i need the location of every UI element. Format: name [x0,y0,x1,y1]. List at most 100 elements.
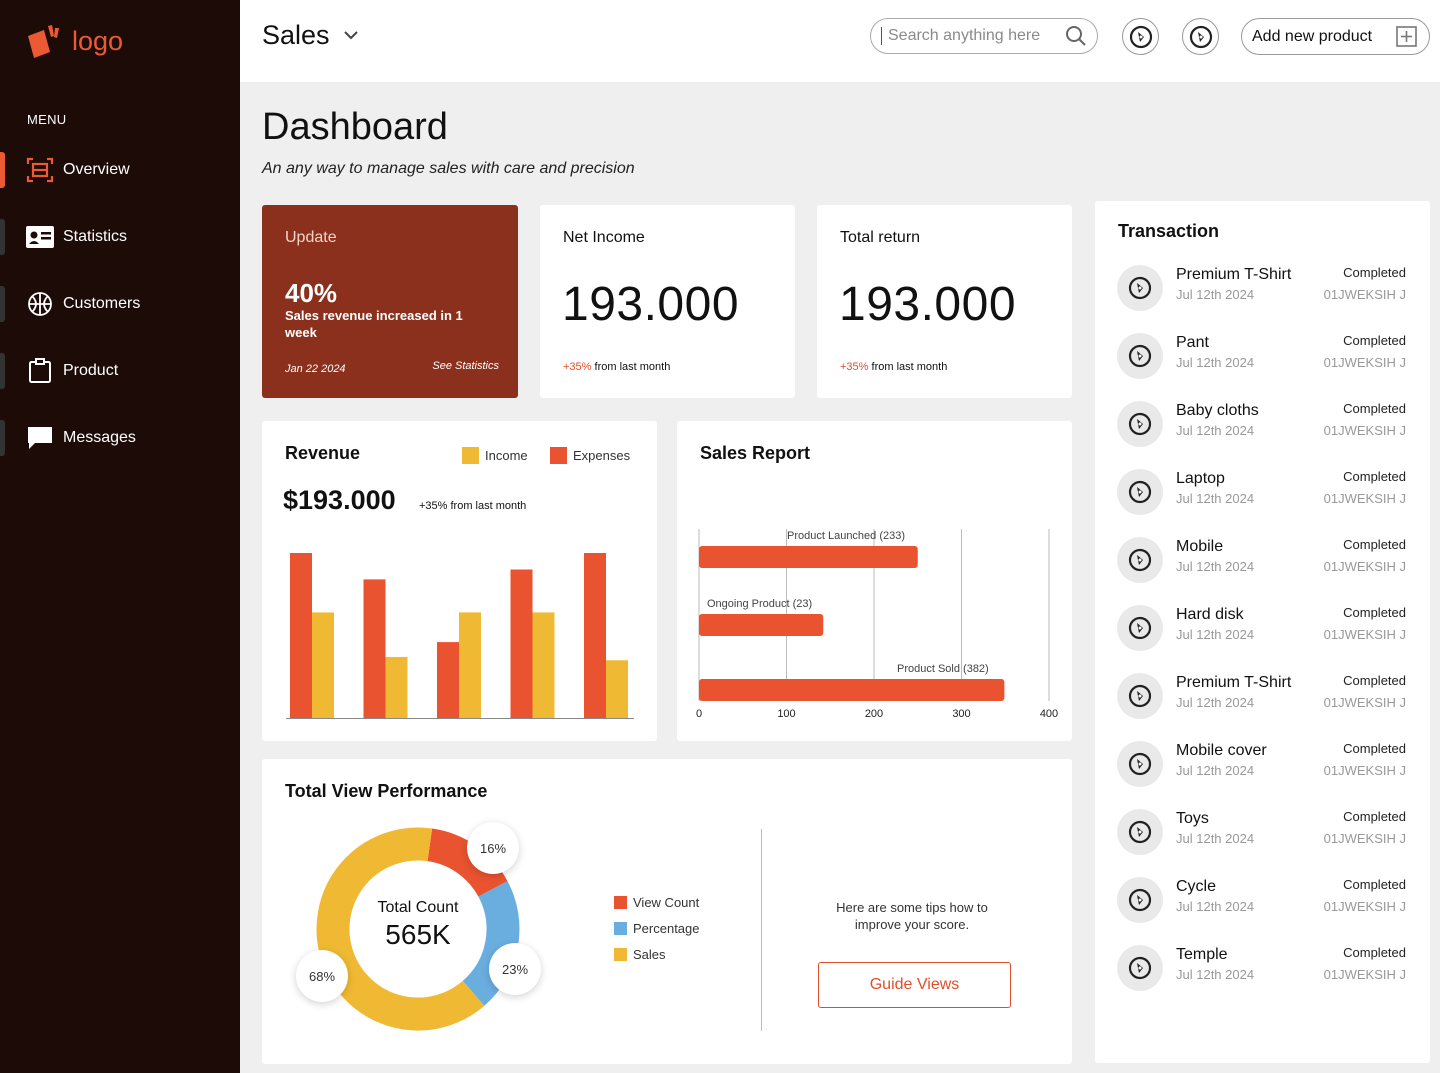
income-swatch [462,447,479,464]
total-return-change: +35% from last month [840,361,947,373]
compass-button[interactable] [1182,18,1219,55]
inactive-indicator [0,286,5,322]
transaction-code: 01JWEKSIH J [1323,967,1406,982]
transaction-date: Jul 12th 2024 [1176,355,1255,370]
sidebar: logo MENU Overview Statistics Customers … [0,0,240,1073]
chevron-down-icon [343,31,358,40]
expenses-bar [584,553,606,718]
update-description: Sales revenue increased in 1 week [285,308,463,340]
net-income-title: Net Income [563,229,645,246]
donut-slice [316,827,485,1031]
change-percent: +35% [563,361,592,373]
bar-label: Product Launched (233) [787,530,905,542]
compass-icon [1117,401,1163,447]
transaction-date: Jul 12th 2024 [1176,831,1255,846]
expenses-bar [363,579,386,718]
sidebar-item-label: Statistics [63,228,128,245]
transaction-name: Cycle [1176,878,1217,895]
chat-icon [26,424,54,452]
compass-button[interactable] [1122,18,1159,55]
total-return-title: Total return [840,229,921,246]
active-indicator [0,152,5,188]
x-tick-label: 100 [777,708,795,720]
plus-square-icon [1396,26,1417,47]
x-tick-label: 400 [1040,708,1058,720]
transaction-row[interactable]: Hard disk Jul 12th 2024 Completed 01JWEKSIH… [1117,603,1412,651]
sidebar-item-label: Messages [63,429,136,446]
guide-views-button[interactable]: Guide Views [818,962,1011,1008]
revenue-change: +35% from last month [419,500,527,512]
add-new-product-button[interactable]: Add new product [1241,18,1430,55]
transaction-date: Jul 12th 2024 [1176,627,1255,642]
search-icon[interactable] [1065,25,1087,47]
basketball-icon [26,290,54,318]
compass-icon [1117,673,1163,719]
update-card: Update 40% Sales revenue increased in 1 … [262,205,518,398]
income-bar [532,612,555,718]
transaction-panel: Transaction Premium T-Shirt Jul 12th 2024… [1095,201,1430,1063]
view-performance-card: Total View Performance Total Count 565K … [262,759,1072,1064]
transaction-row[interactable]: Pant Jul 12th 2024 Completed 01JWEKSIH J [1117,331,1412,379]
transaction-date: Jul 12th 2024 [1176,559,1255,574]
transaction-status: Completed [1343,877,1406,892]
transaction-status: Completed [1343,469,1406,484]
legend-sales: Sales [614,947,666,962]
compass-icon [1117,265,1163,311]
transaction-date: Jul 12th 2024 [1176,899,1255,914]
sidebar-item-messages[interactable]: Messages [0,418,240,458]
transaction-row[interactable]: Premium T-Shirt Jul 12th 2024 Completed 01J… [1117,263,1412,311]
sales-report-chart: 0 100 200 300 400 Product Launched (233) Ongoi… [696,529,1058,720]
x-tick-label: 200 [865,708,883,720]
transaction-status: Completed [1343,741,1406,756]
x-tick-label: 0 [696,708,702,720]
sales-bar [699,546,918,568]
inactive-indicator [0,420,5,456]
update-date: Jan 22 2024 [285,363,346,375]
transaction-row[interactable]: Temple Jul 12th 2024 Completed 01JWEKSIH J [1117,943,1412,991]
transaction-row[interactable]: Mobile cover Jul 12th 2024 Completed 01JWEK… [1117,739,1412,787]
expenses-swatch [550,447,567,464]
logo[interactable]: logo [26,24,123,58]
change-suffix: from last month [591,361,671,373]
sidebar-item-label: Customers [63,295,141,312]
transaction-name: Premium T-Shirt [1176,674,1292,691]
transaction-row[interactable]: Baby cloths Jul 12th 2024 Completed 01JWEKS… [1117,399,1412,447]
total-count-label: Total Count [377,899,459,916]
top-bar: Sales Add new product [240,0,1440,82]
transaction-name: Mobile [1176,538,1224,555]
transaction-row[interactable]: Mobile Jul 12th 2024 Completed 01JWEKSIH J [1117,535,1412,583]
transaction-name: Toys [1176,810,1209,827]
search-input[interactable] [888,27,1058,45]
transaction-code: 01JWEKSIH J [1323,491,1406,506]
add-new-product-label: Add new product [1252,27,1373,45]
transaction-status: Completed [1343,401,1406,416]
transaction-row[interactable]: Cycle Jul 12th 2024 Completed 01JWEKSIH J [1117,875,1412,923]
transaction-status: Completed [1343,605,1406,620]
transaction-code: 01JWEKSIH J [1323,287,1406,302]
see-statistics-link[interactable]: See Statistics [432,360,499,372]
compass-icon [1117,945,1163,991]
sales-bar [699,679,1005,701]
transaction-status: Completed [1343,673,1406,688]
sidebar-item-customers[interactable]: Customers [0,284,240,324]
donut-slice [462,881,520,1006]
total-return-card: Total return 193.000 +35% from last mont… [817,205,1072,398]
income-bar [312,612,334,718]
transaction-name: Hard disk [1176,606,1244,623]
transaction-row[interactable]: Laptop Jul 12th 2024 Completed 01JWEKSIH J [1117,467,1412,515]
transaction-row[interactable]: Toys Jul 12th 2024 Completed 01JWEKSIH J [1117,807,1412,855]
transaction-code: 01JWEKSIH J [1323,559,1406,574]
transaction-row[interactable]: Premium T-Shirt Jul 12th 2024 Completed 01J… [1117,671,1412,719]
sidebar-item-overview[interactable]: Overview [0,150,240,190]
legend-label: Expenses [573,448,631,463]
transaction-name: Premium T-Shirt [1176,266,1292,283]
sidebar-item-label: Overview [63,161,130,178]
sales-report-title: Sales Report [700,443,811,463]
search-box[interactable] [870,18,1098,54]
transaction-date: Jul 12th 2024 [1176,695,1255,710]
bar-label: Ongoing Product (23) [707,598,812,610]
page-selector[interactable]: Sales [262,20,358,51]
sidebar-item-product[interactable]: Product [0,351,240,391]
update-percent: 40% [285,278,338,308]
sidebar-item-statistics[interactable]: Statistics [0,217,240,257]
